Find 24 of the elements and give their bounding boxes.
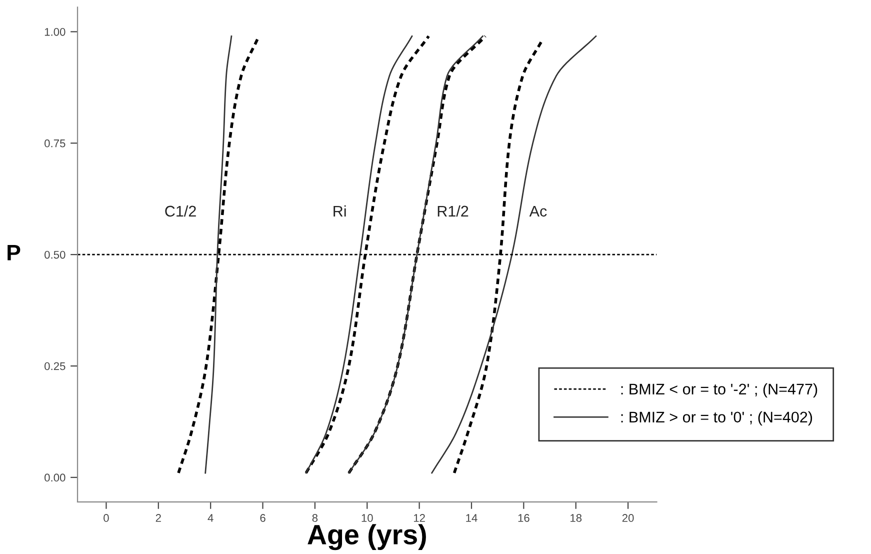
legend-label: : BMIZ > or = to '0' ; (N=402) bbox=[621, 411, 812, 426]
x-axis-title: Age (yrs) bbox=[308, 524, 426, 550]
y-tick-label: 0.50 bbox=[44, 250, 66, 259]
y-axis-title: P bbox=[8, 245, 20, 260]
y-tick-label: 0.25 bbox=[44, 362, 66, 370]
x-tick-label: 12 bbox=[414, 514, 425, 522]
x-tick-label: 4 bbox=[208, 514, 214, 522]
x-tick-label: 6 bbox=[260, 514, 266, 522]
x-tick-label: 16 bbox=[518, 514, 530, 522]
x-tick-label: 10 bbox=[362, 514, 373, 522]
annotation: C1/2 bbox=[165, 205, 196, 217]
annotation: Ac bbox=[529, 206, 547, 217]
x-tick-label: 18 bbox=[570, 514, 582, 522]
x-tick-label: 14 bbox=[466, 514, 478, 522]
y-tick-label: 0.75 bbox=[44, 139, 66, 148]
y-tick-label: 1.00 bbox=[44, 28, 66, 36]
x-tick-label: 8 bbox=[312, 514, 318, 522]
legend-label: : BMIZ < or = to '-2' ; (N=477) bbox=[621, 383, 818, 398]
x-tick-label: 2 bbox=[156, 514, 161, 522]
x-tick-label: 20 bbox=[622, 514, 634, 522]
annotation: Ri bbox=[334, 205, 346, 216]
x-tick-label: 0 bbox=[104, 514, 109, 522]
annotation: R1/2 bbox=[438, 205, 468, 217]
y-tick-label: 0.00 bbox=[44, 474, 66, 482]
